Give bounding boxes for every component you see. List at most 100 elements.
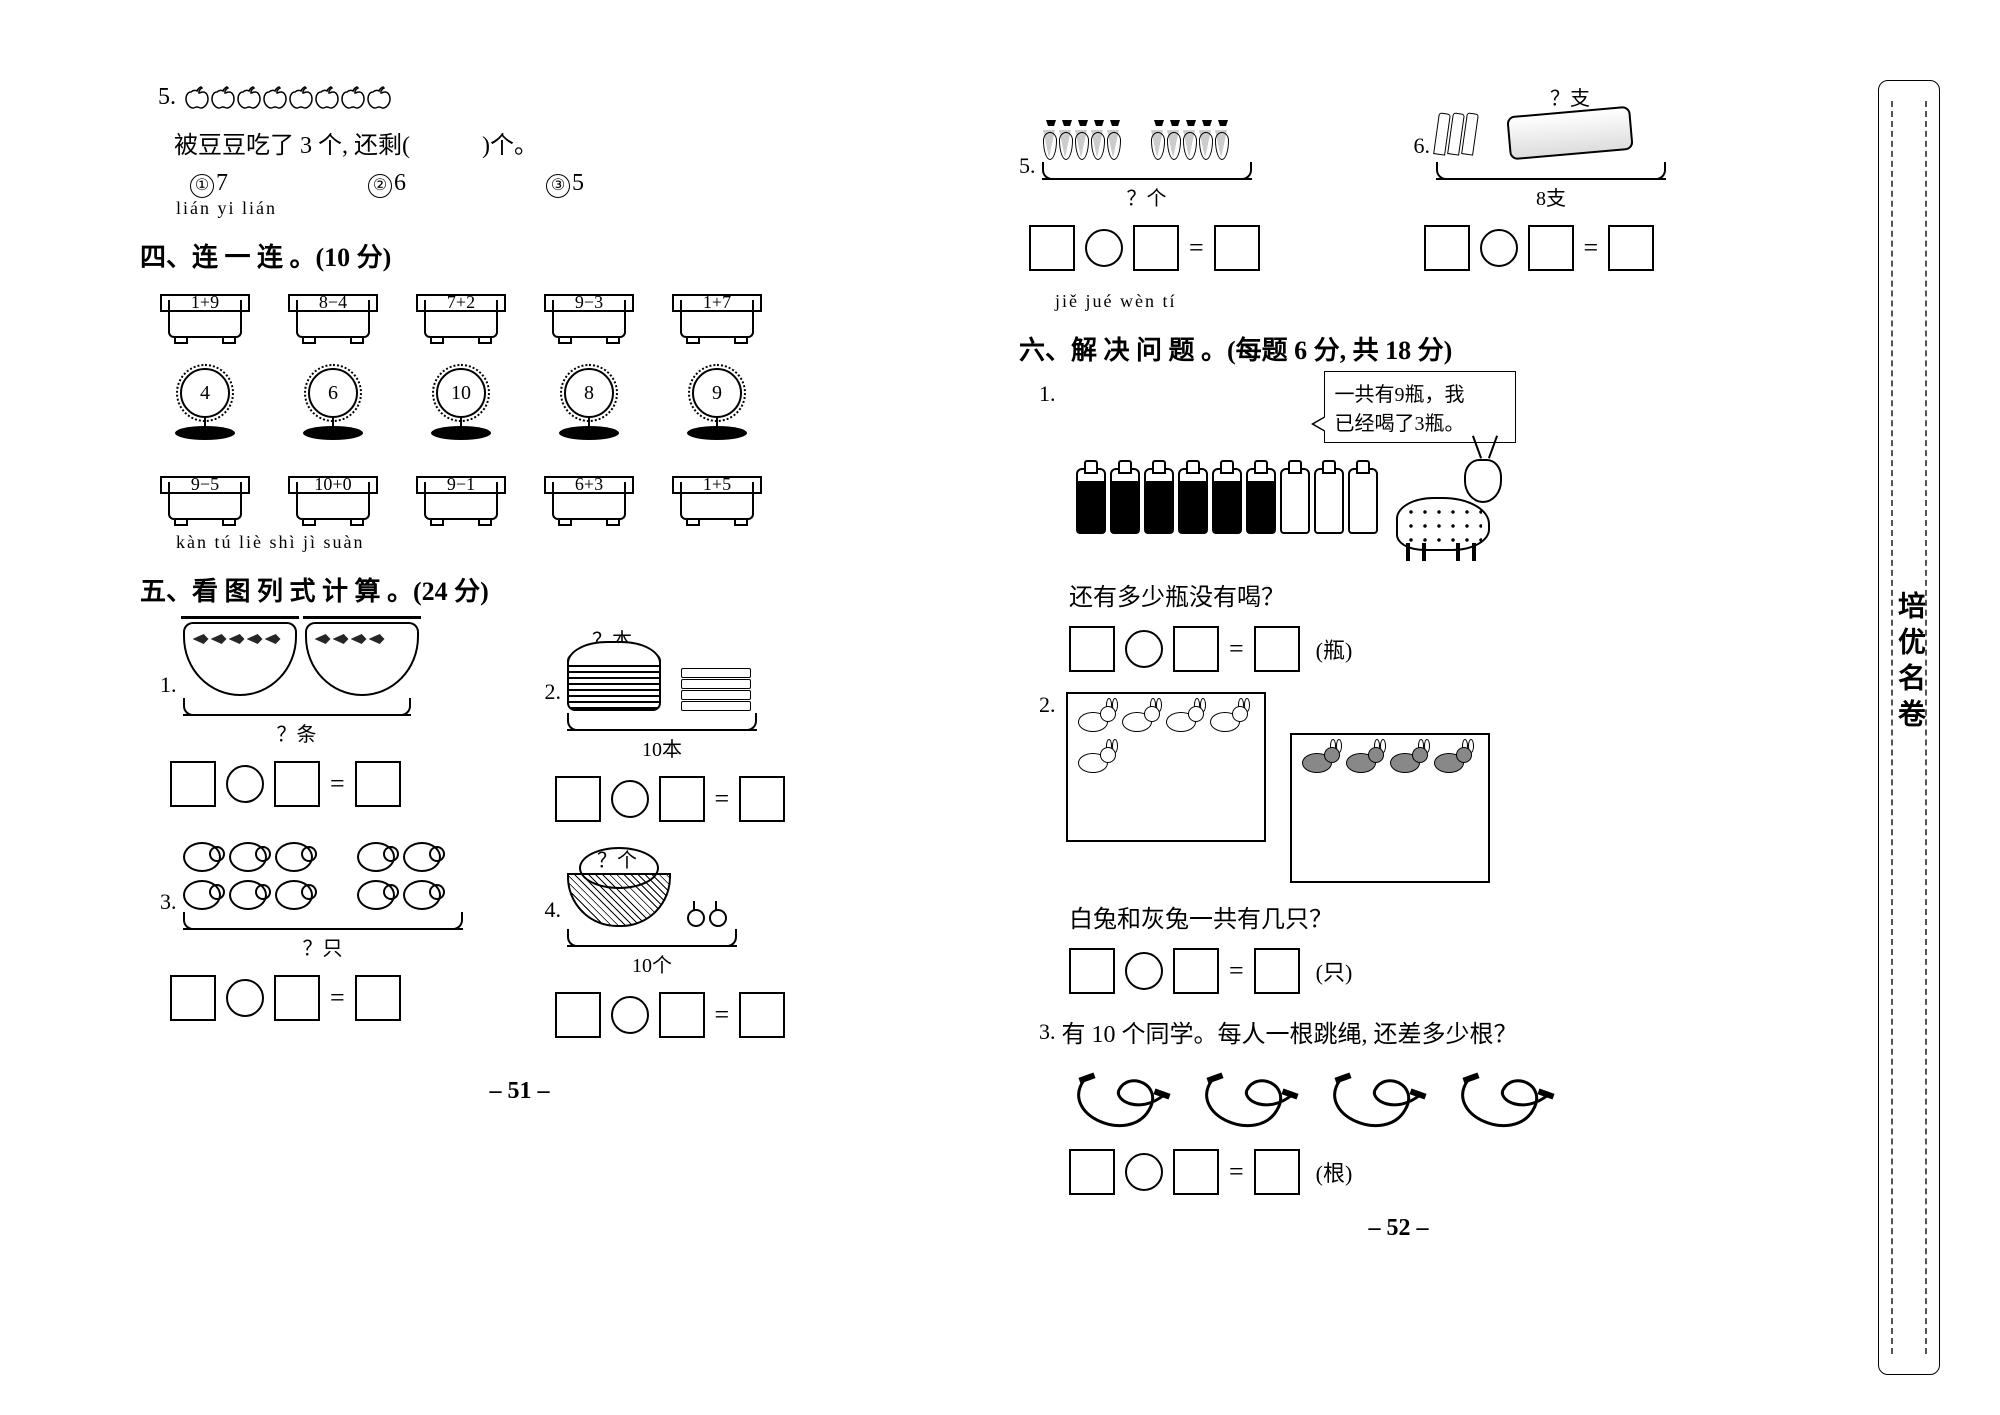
sub4-equation[interactable]: =: [555, 992, 900, 1038]
page-number-right: – 52 –: [1019, 1215, 1778, 1242]
bottles-row: [1076, 468, 1378, 534]
bottle-full-icon: [1076, 468, 1106, 534]
book-stack: [681, 667, 751, 711]
q5-apples-row: 5.: [158, 80, 899, 115]
gray-rabbit-icon: [1346, 747, 1386, 775]
flower[interactable]: 4: [170, 368, 240, 440]
p3-equation[interactable]: =(根): [1069, 1149, 1778, 1195]
pens-icon: [1436, 113, 1478, 160]
top-q5: 5. ？个: [1019, 120, 1384, 291]
top6-equation[interactable]: =: [1424, 225, 1779, 271]
pot[interactable]: 10+0: [288, 470, 378, 520]
speech-bubble: 一共有9瓶，我 已经喝了3瓶。: [1324, 371, 1516, 443]
choice-1[interactable]: ①7: [190, 170, 228, 198]
jump-rope-icon: [1197, 1065, 1307, 1135]
bottle-empty-icon: [1280, 468, 1310, 534]
flower-row: 46 10 89: [170, 368, 899, 440]
sec4-pinyin: lián yi lián: [176, 198, 899, 219]
gray-rabbit-icon: [1302, 747, 1342, 775]
p2-equation[interactable]: =(只): [1069, 948, 1778, 994]
pot[interactable]: 6+3: [544, 470, 634, 520]
sub2-equation[interactable]: =: [555, 776, 900, 822]
p1-equation[interactable]: =(瓶): [1069, 626, 1778, 672]
bottle-full-icon: [1144, 468, 1174, 534]
bottle-full-icon: [1110, 468, 1140, 534]
jump-rope-icon: [1325, 1065, 1435, 1135]
top6-num: 6.: [1414, 133, 1431, 159]
carrot-group-1: [1042, 120, 1120, 160]
flower[interactable]: 10: [426, 368, 496, 440]
sec6-title: 六、解 决 问 题 。(每题 6 分, 共 18 分): [1019, 330, 1778, 367]
p1-question: 还有多少瓶没有喝？: [1069, 577, 1778, 612]
top5-num: 5.: [1019, 153, 1036, 179]
p3-text: 有 10 个同学。每人一根跳绳, 还差多少根？: [1062, 1014, 1518, 1049]
gray-rabbit-icon: [1434, 747, 1474, 775]
sheep-group-1: [183, 842, 333, 910]
sub1-brace-label: ？条: [183, 718, 411, 747]
bottle-full-icon: [1246, 468, 1276, 534]
p1-num: 1.: [1039, 381, 1056, 407]
cherry-basket: [567, 873, 671, 927]
problem-2: 2. 白兔和灰兔一共有几只？ =(只): [1039, 692, 1778, 994]
pencil-case-icon: [1506, 106, 1633, 161]
p2-num: 2.: [1039, 692, 1056, 718]
bottle-empty-icon: [1348, 468, 1378, 534]
pot[interactable]: 7+2: [416, 288, 506, 338]
carrot-group-2: [1150, 120, 1228, 160]
top5-brace-label: ？个: [1042, 182, 1252, 211]
sub2-brace-label: 10本: [567, 733, 757, 762]
pot[interactable]: 9−1: [416, 470, 506, 520]
white-rabbit-box: [1066, 692, 1266, 842]
white-rabbit-icon: [1078, 747, 1118, 775]
bottle-full-icon: [1178, 468, 1208, 534]
sec6-pinyin: jiě jué wèn tí: [1055, 291, 1778, 312]
sub2: 2. ？本 10本 =: [545, 622, 900, 842]
pots-bottom-row: 9−5 10+0 9−1 6+3 1+5: [160, 470, 899, 520]
sub3-equation[interactable]: =: [170, 975, 515, 1021]
apple-icon: [364, 80, 394, 110]
sub1-equation[interactable]: =: [170, 761, 515, 807]
top5-equation[interactable]: =: [1029, 225, 1384, 271]
sec5-title: 五、看 图 列 式 计 算 。(24 分): [140, 571, 899, 608]
margin-title: 培优名卷: [1889, 591, 1929, 735]
q5-text: 被豆豆吃了 3 个, 还剩( )个。: [174, 125, 899, 160]
sub4-num: 4.: [545, 897, 562, 923]
flower[interactable]: 9: [682, 368, 752, 440]
fishbowl-1: [183, 622, 297, 696]
white-rabbit-icon: [1078, 706, 1118, 734]
choice-2[interactable]: ②6: [368, 170, 406, 198]
bottle-full-icon: [1212, 468, 1242, 534]
top-q6: 6. ？支 8支 =: [1414, 80, 1779, 291]
pot[interactable]: 1+9: [160, 288, 250, 338]
q5-choices: ①7 ②6 ③5: [190, 170, 899, 198]
page-number-left: – 51 –: [140, 1078, 899, 1105]
white-rabbit-icon: [1122, 706, 1162, 734]
problem-3: 3. 有 10 个同学。每人一根跳绳, 还差多少根？ =(根): [1039, 1014, 1778, 1195]
white-rabbit-icon: [1210, 706, 1250, 734]
top6-brace-label: 8支: [1436, 182, 1666, 211]
flower[interactable]: 8: [554, 368, 624, 440]
sheep-group-2: [357, 842, 457, 910]
bottle-empty-icon: [1314, 468, 1344, 534]
sec4-title: 四、连 一 连 。(10 分): [140, 237, 899, 274]
gray-rabbit-icon: [1390, 747, 1430, 775]
pot[interactable]: 8−4: [288, 288, 378, 338]
pot[interactable]: 1+5: [672, 470, 762, 520]
p2-question: 白兔和灰兔一共有几只？: [1069, 899, 1778, 934]
pot[interactable]: 9−3: [544, 288, 634, 338]
page-51: 5. 被豆豆吃了 3 个, 还剩( )个。 ①7 ②6 ③5 lián yi l…: [100, 80, 959, 1375]
ropes-row: [1069, 1065, 1778, 1135]
choice-3[interactable]: ③5: [546, 170, 584, 198]
sec5-row1: 1. ？条 = 2.: [160, 622, 899, 842]
sub3: 3. ？只: [160, 842, 515, 1058]
sub2-num: 2.: [545, 679, 562, 705]
jump-rope-icon: [1069, 1065, 1179, 1135]
sec5-pinyin: kàn tú liè shì jì suàn: [176, 532, 899, 553]
sub3-brace-label: ？只: [183, 932, 463, 961]
pot[interactable]: 9−5: [160, 470, 250, 520]
flower[interactable]: 6: [298, 368, 368, 440]
sub1-num: 1.: [160, 672, 177, 698]
jump-rope-icon: [1453, 1065, 1563, 1135]
pot[interactable]: 1+7: [672, 288, 762, 338]
white-rabbit-icon: [1166, 706, 1206, 734]
